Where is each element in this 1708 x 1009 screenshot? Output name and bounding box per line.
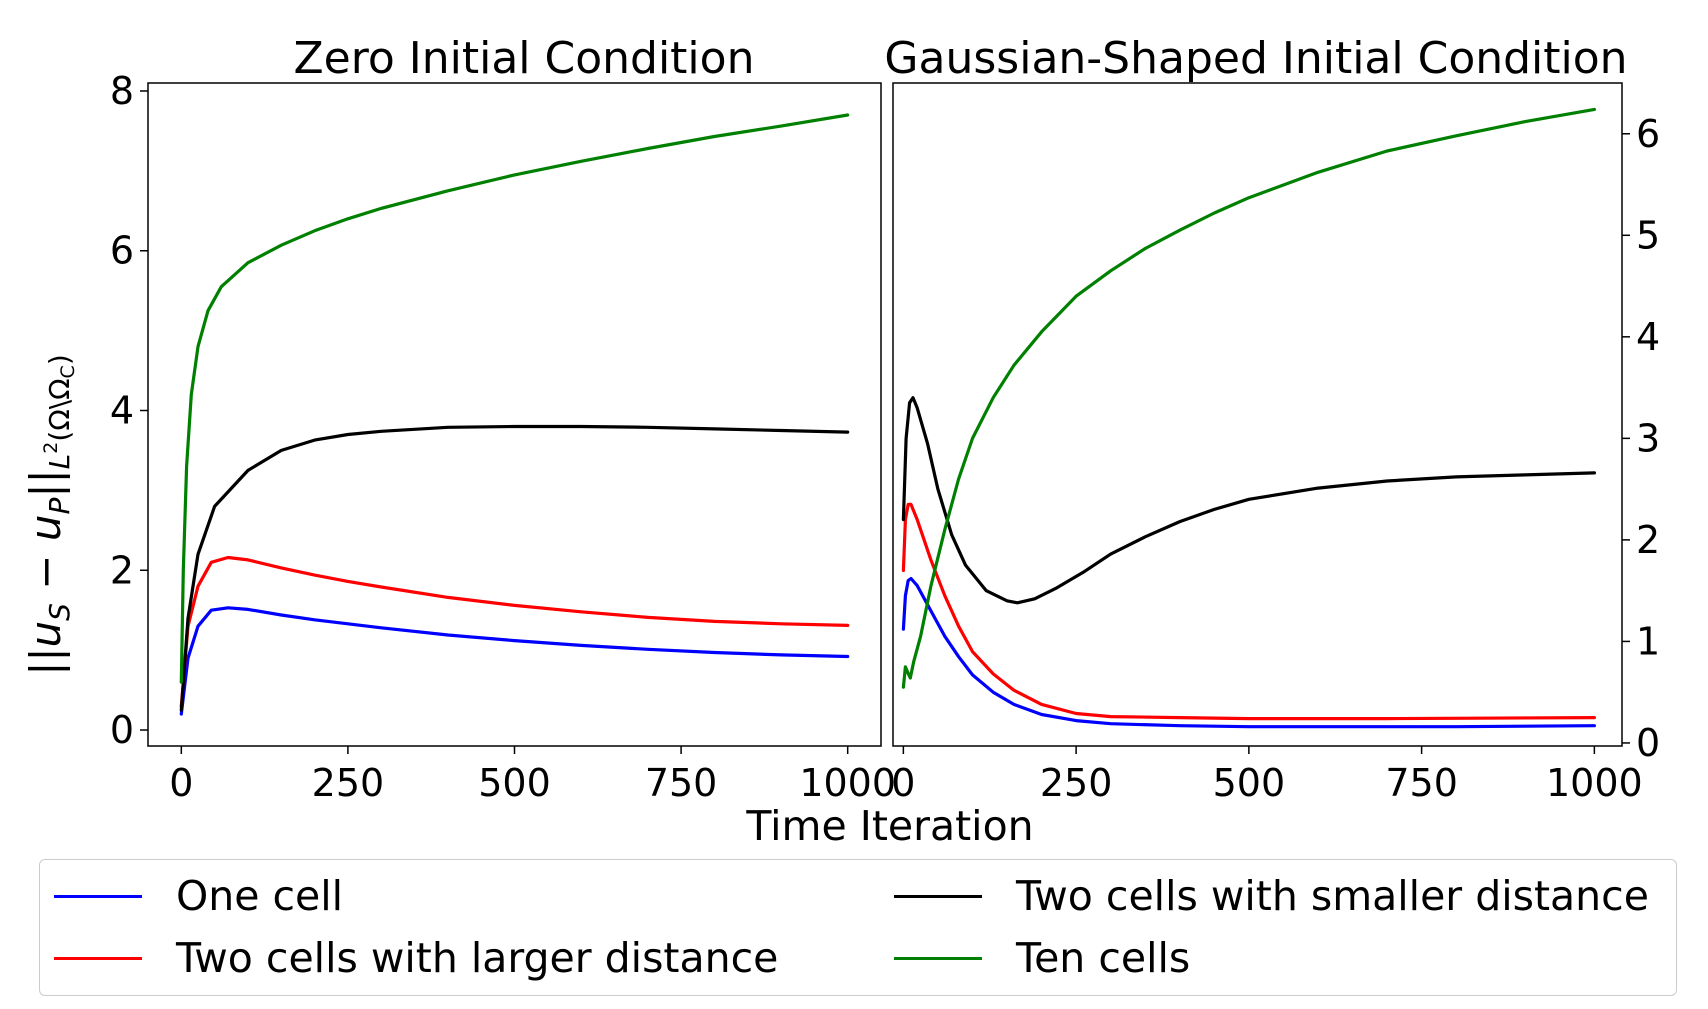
legend-swatch xyxy=(894,894,982,898)
legend-label: Two cells with smaller distance xyxy=(1016,872,1649,920)
legend-swatch xyxy=(54,894,142,898)
y-tick-label: 8 xyxy=(110,69,134,113)
tick-marks xyxy=(902,133,1630,754)
legend-item-one-cell: One cell xyxy=(54,866,343,926)
series-line-ten-cells xyxy=(179,113,850,684)
y-tick-label: 5 xyxy=(1636,213,1660,257)
axes-frame-left xyxy=(147,82,882,747)
x-tick-label: 250 xyxy=(1040,761,1113,805)
y-tick-label: 0 xyxy=(110,708,134,752)
legend-label: One cell xyxy=(176,872,344,920)
series-line-two-cells-with-larger-distance xyxy=(179,555,850,708)
y-tick-label: 6 xyxy=(1636,112,1660,156)
tick-labels: 0 250 500 750 1000 0 2 4 6 8 xyxy=(110,69,896,805)
axes-frame-right xyxy=(892,82,1623,747)
panel-zero-initial: Zero Initial Condition 0 250 500 750 1000 0 2 4… xyxy=(21,33,896,805)
legend: One cell Two cells with larger distance … xyxy=(39,859,1677,996)
series-line-two-cells-with-larger-distance xyxy=(901,502,1596,721)
legend-item-two-cells-smaller: Two cells with smaller distance xyxy=(894,866,1649,926)
y-tick-label: 4 xyxy=(110,389,134,433)
y-tick-label: 2 xyxy=(1636,518,1660,562)
series-line-two-cells-with-smaller-distance xyxy=(901,396,1596,605)
x-tick-label: 1000 xyxy=(1546,761,1643,805)
series-line-ten-cells xyxy=(901,107,1596,689)
series-lines xyxy=(901,107,1596,729)
series-line-one-cell xyxy=(179,606,850,716)
legend-label: Ten cells xyxy=(1016,934,1191,982)
y-tick-label: 3 xyxy=(1636,416,1660,460)
x-tick-label: 0 xyxy=(169,761,193,805)
legend-swatch xyxy=(54,956,142,960)
legend-item-ten-cells: Ten cells xyxy=(894,928,1190,988)
x-tick-label: 0 xyxy=(891,761,915,805)
series-lines xyxy=(179,113,850,716)
x-tick-label: 750 xyxy=(645,761,718,805)
legend-swatch xyxy=(894,956,982,960)
legend-item-two-cells-larger: Two cells with larger distance xyxy=(54,928,778,988)
tick-marks xyxy=(140,90,849,754)
figure: Zero Initial Condition 0 250 500 750 1000024… xyxy=(21,33,1660,850)
y-tick-label: 0 xyxy=(1636,721,1660,765)
y-tick-label: 2 xyxy=(110,548,134,592)
panel-gaussian-initial: Gaussian-Shaped Initial Condition 0 250 50… xyxy=(884,33,1660,805)
title-zero-initial: Zero Initial Condition xyxy=(294,33,755,84)
x-axis-label: Time Iteration xyxy=(745,802,1033,850)
series-line-one-cell xyxy=(901,576,1596,729)
y-tick-label: 1 xyxy=(1636,619,1660,663)
y-tick-label: 4 xyxy=(1636,315,1660,359)
x-tick-label: 500 xyxy=(1213,761,1286,805)
legend-label: Two cells with larger distance xyxy=(176,934,779,982)
y-axis-label: ||uS − uP||L2(Ω\ΩC) xyxy=(21,354,79,676)
x-tick-label: 250 xyxy=(312,761,385,805)
series-line-two-cells-with-smaller-distance xyxy=(179,424,850,712)
x-tick-label: 1000 xyxy=(799,761,896,805)
title-gaussian-initial: Gaussian-Shaped Initial Condition xyxy=(884,33,1627,84)
x-tick-label: 750 xyxy=(1385,761,1458,805)
x-tick-label: 500 xyxy=(478,761,551,805)
y-tick-label: 6 xyxy=(110,229,134,273)
